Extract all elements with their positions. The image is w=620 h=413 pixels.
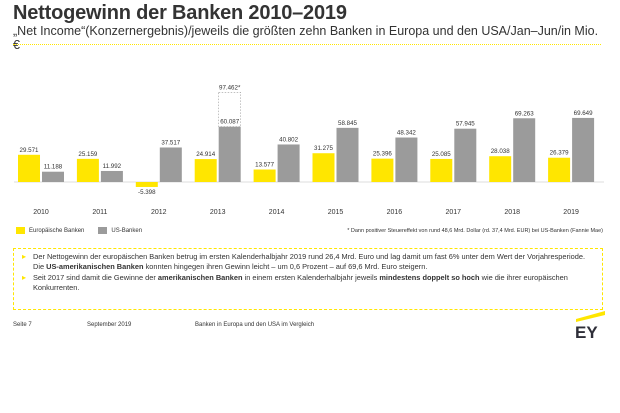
page-title: Nettogewinn der Banken 2010–2019 [13,2,347,24]
bar-europe-2019 [548,157,571,182]
bar-europe-2018 [489,156,512,182]
data-label-europe-2012: -5.398 [138,189,156,196]
bar-usa-2010 [42,171,64,182]
bar-usa-2017 [454,128,477,182]
bar-europe-2013 [194,159,217,182]
info-emphasis: US-amerikanischen Banken [46,262,144,272]
x-tick-label-2015: 2015 [328,209,344,216]
bar-europe-2011 [76,158,99,182]
bar-usa-2016 [395,137,418,182]
info-emphasis: mindestens doppelt so hoch [379,272,480,282]
info-text: wie die ihrer europäischen Konkurrenten. [33,272,568,293]
x-tick-label-2019: 2019 [563,209,579,216]
bar-usa-2013 [218,126,241,182]
ey-logo-text: EY [575,323,598,342]
data-label-europe-2018: 28.038 [491,148,510,155]
footer-date: September 2019 [87,322,132,328]
data-label-usa-2010: 11.188 [44,164,63,171]
info-text: Der Nettogewinn der europäischen Banken … [33,252,586,272]
data-label-usa-2012: 37.517 [161,139,180,146]
data-label-usa-2018: 69.263 [515,110,534,117]
x-tick-label-2012: 2012 [151,209,167,216]
footer-page: Seite 7 [13,322,32,328]
data-label-europe-2013: 24.914 [196,151,215,158]
bar-usa-2012 [159,147,182,182]
legend-label-usa: US-Banken [111,227,143,234]
x-tick-label-2010: 2010 [33,209,49,216]
bar-usa-2019 [572,117,595,182]
bar-usa-2014 [277,144,300,182]
chart-footnote: * Dann positiver Steuereffekt von rund 4… [347,228,603,234]
bar-usa-2011 [100,170,123,182]
info-text: Seit 2017 sind damit die Gewinne der [33,272,158,282]
bar-usa-2018 [513,118,536,182]
chart-legend: Europäische Banken US-Banken [16,227,156,234]
x-tick-label-2018: 2018 [504,209,520,216]
legend-swatch-usa [98,227,108,234]
title-divider [13,44,601,45]
data-label-usa-2013: 60.087 [220,119,239,126]
x-tick-label-2017: 2017 [446,209,462,216]
info-emphasis: amerikanischen Banken [157,272,243,282]
page-subtitle: „Net Income“(Konzernergebnis)/jeweils di… [13,24,599,52]
legend-item-europe: Europäische Banken [16,227,84,234]
data-label-europe-2014: 13.577 [255,162,274,169]
bar-europe-2016 [371,158,394,182]
info-box: Der Nettogewinn der europäischen Banken … [13,248,603,310]
x-tick-label-2013: 2013 [210,209,226,216]
bar-chart: 29.571 11.188 2010 25.159 11.992 2011 -5.398 37… [14,84,604,216]
data-label-usa-2017: 57.945 [456,121,475,128]
info-bullet-2: Seit 2017 sind damit die Gewinne der ame… [22,273,594,294]
footer-topic: Banken in Europa und den USA im Vergleic… [195,322,315,328]
bar-europe-2015 [312,153,335,182]
data-label-europe-2019: 26.379 [550,150,569,157]
data-label-usa-2016: 48.342 [397,130,416,137]
data-label-usa-2014: 40.802 [279,136,298,143]
legend-item-usa: US-Banken [98,227,142,234]
data-label-europe-2011: 25.159 [78,151,97,158]
page-footer: Seite 7 September 2019 Banken in Europa … [13,322,314,328]
bar-usa-2015 [336,127,359,182]
data-label-usa-2019: 69.649 [574,110,593,117]
legend-swatch-europe [16,227,25,234]
x-tick-label-2011: 2011 [92,209,107,216]
annotation-label-2013: 97.462* [219,84,241,91]
legend-label-europe: Europäische Banken [29,227,85,234]
x-tick-label-2016: 2016 [387,209,403,216]
data-label-europe-2016: 25.396 [373,151,392,158]
info-bullet-1: Der Nettogewinn der europäischen Banken … [22,252,594,273]
info-text: in einem ersten Kalenderhalbjahr jeweils [242,272,380,282]
data-label-europe-2010: 29.571 [20,147,39,154]
bar-europe-2014 [253,169,276,182]
bar-europe-2012 [135,182,158,187]
x-tick-label-2014: 2014 [269,209,285,216]
info-text: konnten hingegen ihren Gewinn leicht – u… [143,262,428,272]
data-label-europe-2015: 31.275 [314,145,333,152]
ey-logo: EY [575,311,605,342]
data-label-europe-2017: 25.085 [432,151,451,158]
data-label-usa-2015: 58.845 [338,120,357,127]
bar-europe-2017 [430,158,453,182]
annotation-bar-usa-2013 [218,92,241,128]
data-label-usa-2011: 11.992 [103,163,122,170]
bar-europe-2010 [18,154,40,182]
